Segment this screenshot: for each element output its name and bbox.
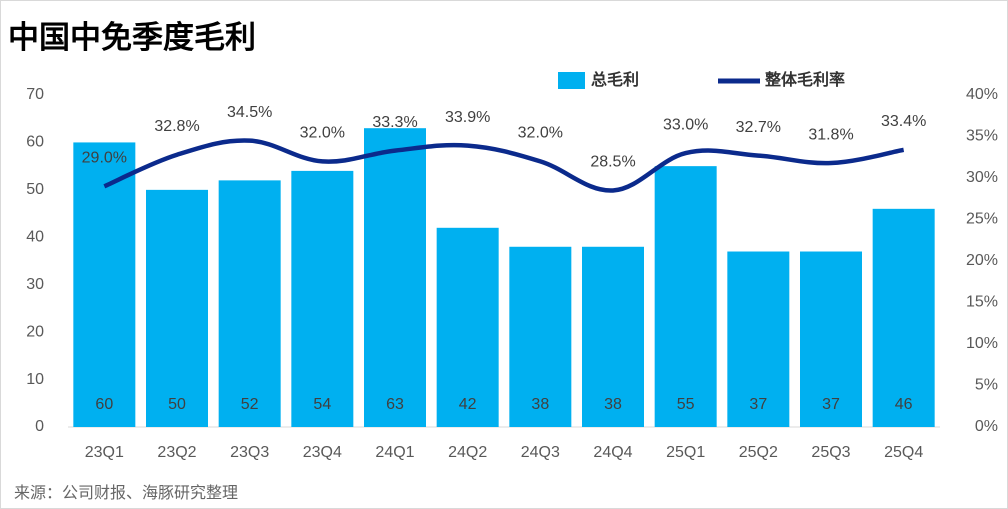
y-tick-label: 0: [35, 418, 44, 435]
line-value-label: 32.7%: [736, 119, 781, 136]
source-note: 来源：公司财报、海豚研究整理: [14, 484, 238, 502]
y2-tick-label: 40%: [966, 86, 998, 103]
line-value-label: 33.9%: [445, 109, 490, 126]
y2-tick-label: 10%: [966, 335, 998, 352]
y-tick-label: 60: [26, 134, 44, 151]
bar: [436, 227, 499, 427]
bar: [582, 246, 644, 427]
y2-tick-label: 35%: [966, 128, 998, 145]
bar: [291, 170, 354, 427]
bar: [73, 142, 136, 427]
y2-tick-label: 30%: [966, 169, 998, 186]
x-tick-label: 25Q4: [884, 444, 923, 461]
bar-value-label: 37: [749, 396, 767, 413]
bar: [364, 128, 426, 427]
line-value-label: 33.0%: [663, 116, 708, 133]
x-tick-label: 23Q4: [303, 444, 342, 461]
bar-value-label: 38: [604, 396, 622, 413]
y2-tick-label: 20%: [966, 252, 998, 269]
y-tick-label: 40: [26, 229, 44, 246]
bar: [654, 166, 717, 427]
line-value-label: 33.3%: [372, 114, 417, 131]
y-tick-label: 20: [26, 323, 44, 340]
bar: [800, 251, 862, 427]
bar-value-label: 38: [531, 396, 549, 413]
bar-value-label: 50: [168, 396, 186, 413]
x-tick-label: 23Q2: [157, 444, 196, 461]
bar: [146, 189, 208, 427]
bar: [509, 246, 572, 427]
line-value-label: 32.0%: [518, 125, 563, 142]
bar-value-label: 63: [386, 396, 404, 413]
bar: [727, 251, 790, 427]
line: [103, 138, 905, 193]
bar-value-label: 52: [241, 396, 259, 413]
x-tick-label: 25Q2: [739, 444, 778, 461]
y-tick-label: 10: [26, 371, 44, 388]
line-value-label: 28.5%: [590, 154, 635, 171]
line-value-label: 32.8%: [154, 118, 199, 135]
x-tick-label: 23Q1: [85, 444, 124, 461]
x-tick-label: 24Q4: [593, 444, 632, 461]
y2-tick-label: 0%: [975, 418, 998, 435]
y-tick-label: 50: [26, 181, 44, 198]
bar-value-label: 60: [95, 396, 113, 413]
x-tick-label: 24Q2: [448, 444, 487, 461]
line-value-label: 32.0%: [300, 125, 345, 142]
bar: [872, 208, 935, 427]
x-tick-label: 23Q3: [230, 444, 269, 461]
x-tick-label: 24Q3: [521, 444, 560, 461]
bar-value-label: 37: [822, 396, 840, 413]
x-tick-label: 25Q1: [666, 444, 705, 461]
bar: [218, 180, 281, 427]
bar-value-label: 55: [677, 396, 695, 413]
line-value-label: 34.5%: [227, 104, 272, 121]
bar-value-label: 54: [313, 396, 331, 413]
legend-label: 整体毛利率: [764, 70, 845, 89]
y-tick-label: 70: [26, 86, 44, 103]
y2-tick-label: 15%: [966, 294, 998, 311]
line-value-label: 29.0%: [82, 150, 127, 167]
bar-value-label: 42: [459, 396, 477, 413]
x-tick-label: 25Q3: [811, 444, 850, 461]
legend-swatch: [558, 72, 585, 89]
y2-tick-label: 25%: [966, 211, 998, 228]
chart-title: 中国中免季度毛利: [8, 20, 256, 55]
y-tick-label: 30: [26, 276, 44, 293]
line-value-label: 31.8%: [808, 126, 853, 143]
line-value-label: 33.4%: [881, 113, 926, 130]
y2-tick-label: 5%: [975, 377, 998, 394]
x-tick-label: 24Q1: [375, 444, 414, 461]
legend-label: 总毛利: [591, 70, 639, 89]
bar-value-label: 46: [895, 396, 913, 413]
